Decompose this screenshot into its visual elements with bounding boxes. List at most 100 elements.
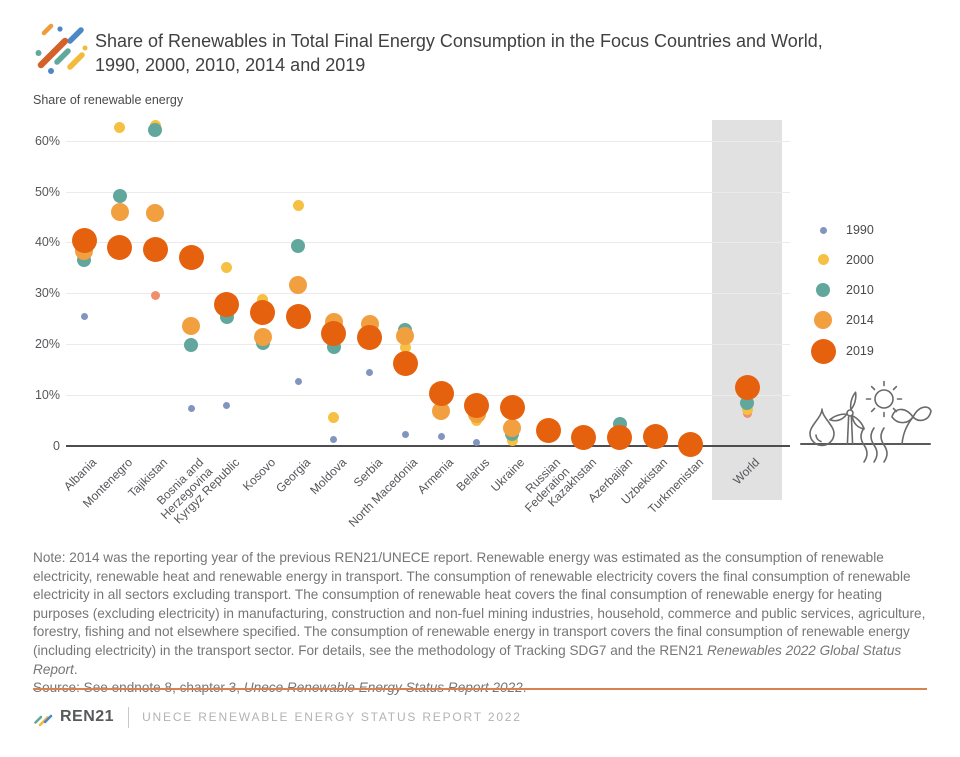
dot-2010-georgia	[291, 239, 306, 254]
y-tick-label: 0	[53, 439, 60, 453]
dot-2019-bosnia-and-herzegovina	[178, 245, 204, 271]
geothermal-heat-icon	[860, 427, 888, 463]
page-title-line2: 1990, 2000, 2010, 2014 and 2019	[95, 54, 366, 75]
dot-2010-world	[740, 396, 754, 411]
ren21-logo-icon	[35, 23, 88, 74]
world-highlight-band	[712, 120, 782, 500]
legend-label-2010: 2010	[846, 283, 874, 297]
dot-2019-albania	[71, 228, 97, 254]
y-tick-label: 40%	[34, 235, 60, 250]
dot-2014-tajikistan	[146, 203, 165, 222]
y-tick-label: 10%	[34, 388, 60, 403]
dot-2019-world	[734, 375, 760, 401]
legend: 1990 2000 2010 2014 2019	[806, 210, 946, 370]
dot-2019-uzbekistan	[642, 424, 668, 450]
dot-1990-north-macedonia	[401, 431, 409, 439]
dot-2000-georgia	[292, 200, 304, 212]
dot-2019-armenia	[428, 380, 454, 406]
dot-1990-moldova	[330, 436, 338, 444]
dot-1990-tajikistan	[150, 290, 160, 300]
legend-dot-2019	[810, 338, 836, 364]
dot-1990-georgia	[294, 377, 302, 385]
dot-2014-kosovo	[253, 328, 272, 347]
legend-item-2019: 2019	[806, 337, 936, 365]
dot-2010-montenegro	[112, 189, 127, 204]
legend-dot-2000	[817, 254, 829, 265]
grid-line	[66, 242, 790, 244]
dot-2014-north-macedonia	[396, 327, 415, 346]
leaf-icon	[891, 406, 932, 445]
dot-1990-bosnia-and-herzegovina	[187, 405, 195, 413]
grid-line	[66, 395, 790, 397]
legend-label-2000: 2000	[846, 252, 874, 267]
dot-1990-armenia	[437, 433, 445, 441]
footer-report-title: UNECE RENEWABLE ENERGY STATUS REPORT 202…	[142, 710, 522, 724]
footer-logo-icon	[34, 714, 53, 727]
legend-item-2014: 2014	[806, 306, 936, 334]
renewable-energy-icons	[800, 380, 932, 463]
divider-rule	[33, 688, 927, 690]
y-tick-label: 50%	[34, 184, 60, 199]
dot-2000-kyrgyz-republic	[221, 262, 233, 274]
y-tick-label: 60%	[34, 133, 60, 148]
sun-icon	[865, 380, 903, 418]
footer-brand: REN21	[60, 708, 115, 725]
legend-item-2010: 2010	[806, 276, 936, 304]
dot-2019-kyrgyz-republic	[214, 291, 240, 317]
dot-2014-montenegro	[110, 202, 129, 221]
dot-2019-azerbaijan	[607, 425, 632, 451]
dot-2019-north-macedonia	[392, 350, 418, 376]
legend-dot-1990	[819, 226, 827, 234]
source-text: Source: See endnote 8, chapter 3, Unece …	[33, 680, 527, 696]
dot-2010-bosnia-and-herzegovina	[184, 338, 199, 353]
grid-line	[66, 140, 790, 142]
page-title-line1: Share of Renewables in Total Final Energ…	[95, 31, 823, 51]
footer-divider	[128, 706, 130, 728]
legend-label-2019: 2019	[846, 344, 874, 358]
page-title: Share of Renewables in Total Final Energ…	[95, 30, 925, 78]
water-drop-icon	[809, 408, 835, 447]
dot-2019-kazakhstan	[571, 425, 597, 451]
note-text: Note: 2014 was the reporting year of the…	[33, 550, 926, 677]
dot-2019-belarus	[464, 393, 490, 419]
dot-2019-turkmenistan	[678, 431, 704, 457]
dot-2014-georgia	[289, 276, 308, 295]
dot-2019-ukraine	[499, 395, 525, 421]
dot-2014-armenia	[432, 402, 450, 421]
dot-2019-moldova	[321, 320, 347, 346]
wind-turbine-icon	[829, 391, 865, 445]
dot-2000-moldova	[328, 411, 340, 423]
dot-2014-ukraine	[503, 418, 522, 437]
y-axis-title: Share of renewable energy	[33, 93, 184, 107]
dot-2000-kosovo	[257, 293, 268, 305]
legend-item-2000: 2000	[806, 246, 936, 274]
grid-line	[66, 344, 790, 346]
footer: REN21 UNECE RENEWABLE ENERGY STATUS REPO…	[33, 704, 522, 730]
dot-2019-montenegro	[107, 234, 133, 260]
dot-2019-tajikistan	[142, 237, 168, 263]
dot-1990-kyrgyz-republic	[223, 402, 231, 410]
dot-2019-russian-federation	[535, 417, 561, 443]
dot-2000-montenegro	[114, 122, 126, 134]
note-block: Note: 2014 was the reporting year of the…	[33, 549, 933, 698]
dot-1990-belarus	[473, 438, 481, 446]
dot-2010-tajikistan	[148, 122, 163, 137]
dot-2014-bosnia-and-herzegovina	[182, 316, 201, 335]
dot-2019-serbia	[357, 324, 383, 350]
dot-1990-serbia	[366, 369, 374, 377]
dot-2019-kosovo	[250, 300, 275, 326]
legend-dot-2010	[816, 283, 830, 297]
grid-line	[66, 293, 790, 295]
legend-label-2014: 2014	[846, 313, 874, 327]
legend-dot-2014	[814, 311, 832, 329]
legend-label-1990: 1990	[846, 223, 874, 237]
legend-item-1990: 1990	[806, 216, 936, 244]
dot-1990-albania	[80, 313, 88, 321]
grid-line	[66, 191, 790, 193]
y-tick-label: 30%	[34, 286, 60, 301]
x-axis-line	[66, 445, 790, 447]
y-tick-label: 20%	[34, 337, 60, 352]
dot-2000-north-macedonia	[399, 341, 411, 353]
dot-2019-georgia	[285, 304, 311, 330]
